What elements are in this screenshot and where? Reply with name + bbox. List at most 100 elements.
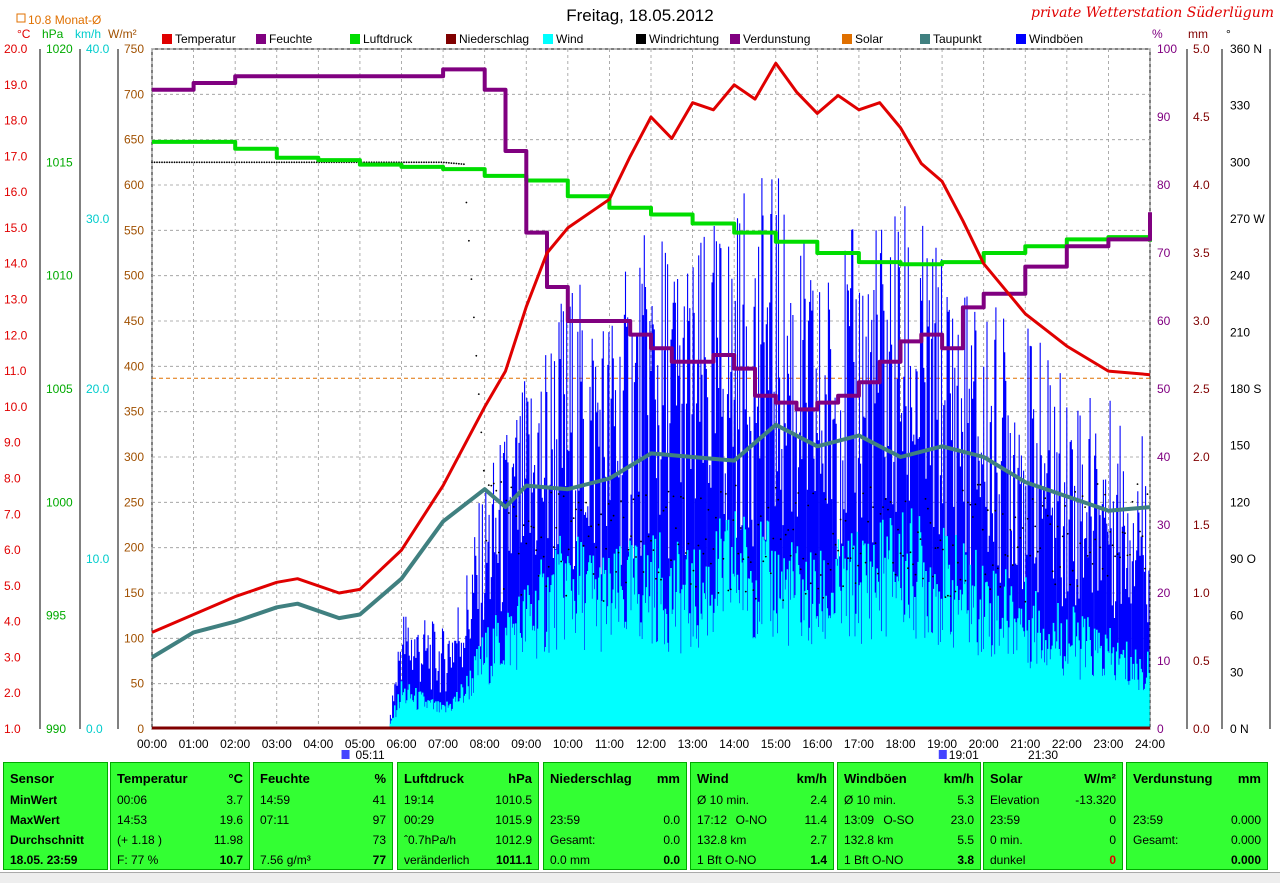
x-tick-label: 15:00 bbox=[761, 737, 791, 751]
winddirection-point bbox=[570, 520, 573, 523]
winddirection-point bbox=[772, 537, 775, 540]
winddirection-point bbox=[869, 486, 872, 489]
winddirection-point bbox=[255, 161, 258, 164]
winddirection-point bbox=[480, 431, 483, 434]
winddirection-point bbox=[280, 161, 283, 164]
winddirection-point bbox=[560, 560, 563, 563]
panel-row-value: 10.7 bbox=[219, 853, 243, 867]
panel-row: dunkel 0 bbox=[990, 853, 1116, 872]
winddirection-point bbox=[899, 552, 902, 555]
solar-axis-tick: 650 bbox=[124, 133, 144, 147]
winddirection-point bbox=[1019, 537, 1022, 539]
winddirection-point bbox=[1146, 493, 1149, 495]
panel-unit: km/h bbox=[796, 771, 827, 786]
series-temperatur bbox=[151, 61, 1151, 634]
panel-solar: Solar W/m² Elevation -13.320 23:59 0 0 min. 0 du… bbox=[983, 762, 1123, 870]
humidity-axis-tick: 50 bbox=[1157, 382, 1171, 396]
solar-axis-tick: 300 bbox=[124, 450, 144, 464]
winddirection-point bbox=[218, 161, 221, 164]
winddirection-point bbox=[1039, 547, 1042, 549]
winddirection-point bbox=[445, 161, 448, 164]
panel-row-label: 19:14 bbox=[404, 793, 435, 807]
winddirection-point bbox=[1094, 538, 1096, 541]
winddirection-point bbox=[877, 572, 879, 575]
x-tick-label: 21:00 bbox=[1010, 737, 1040, 751]
x-tick-label: 20:00 bbox=[969, 737, 999, 751]
panel-row-label: Ø 10 min. bbox=[844, 793, 897, 807]
winddirection-point bbox=[572, 517, 575, 519]
winddirection-point bbox=[482, 469, 485, 472]
winddirection-point bbox=[849, 557, 852, 560]
temp-axis-tick: 2.0 bbox=[4, 686, 21, 700]
panel-row-value: 77 bbox=[372, 853, 386, 867]
winddirection-point bbox=[1106, 574, 1109, 577]
winddirection-point bbox=[193, 161, 196, 164]
winddirection-point bbox=[460, 163, 463, 165]
winddirection-point bbox=[774, 486, 777, 489]
winddirection-point bbox=[213, 161, 216, 164]
temp-axis-tick: 3.0 bbox=[4, 650, 21, 664]
winddirection-point bbox=[208, 161, 211, 164]
solar-axis-tick: 350 bbox=[124, 405, 144, 419]
winddirection-point bbox=[485, 539, 488, 542]
panel-row-label: 13:09 bbox=[844, 813, 875, 827]
event-time: 19:01 bbox=[949, 748, 979, 760]
winddirection-point bbox=[221, 161, 223, 164]
winddirection-point bbox=[824, 498, 827, 501]
panel-row-label: MinWert bbox=[10, 793, 58, 807]
winddirection-point bbox=[702, 552, 705, 555]
winddirection-point bbox=[914, 573, 917, 576]
winddirection-point bbox=[892, 561, 894, 564]
winddirection-point bbox=[947, 594, 949, 597]
winddirection-point bbox=[804, 592, 807, 595]
winddirection-point bbox=[670, 559, 672, 562]
direction-axis-tick: 120 bbox=[1230, 495, 1250, 509]
winddirection-point bbox=[243, 161, 246, 164]
panel-unit: W/m² bbox=[1084, 771, 1116, 786]
winddirection-point bbox=[1016, 546, 1019, 549]
x-tick-label: 13:00 bbox=[678, 737, 708, 751]
winddirection-point bbox=[752, 589, 755, 591]
winddirection-point bbox=[235, 161, 238, 164]
winddirection-point bbox=[1031, 498, 1034, 500]
x-tick-label: 10:00 bbox=[553, 737, 583, 751]
winddirection-point bbox=[468, 239, 470, 242]
winddirection-point bbox=[1034, 525, 1037, 528]
x-tick-label: 03:00 bbox=[262, 737, 292, 751]
panel-row: Durchschnitt bbox=[10, 833, 101, 852]
winddirection-point bbox=[732, 519, 735, 521]
winddirection-point bbox=[191, 161, 193, 164]
wind-axis-tick: 40.0 bbox=[86, 42, 110, 56]
winddirection-point bbox=[260, 161, 263, 164]
panel-row-value: 23.0 bbox=[950, 813, 974, 827]
panel-row: 73 bbox=[260, 833, 386, 852]
winddirection-point bbox=[1076, 585, 1079, 587]
winddirection-point bbox=[475, 354, 478, 357]
panel-niederschlag: Niederschlag mm 23:59 0.0 Gesamt: 0.0 0.0 mm 0.… bbox=[543, 762, 687, 870]
pressure-axis-tick: 1005 bbox=[46, 382, 73, 396]
winddirection-point bbox=[1129, 553, 1131, 556]
panel-title: Verdunstung bbox=[1133, 771, 1213, 786]
winddirection-point bbox=[226, 161, 228, 164]
temp-unit: °C bbox=[17, 27, 31, 41]
winddirection-point bbox=[542, 555, 545, 558]
winddirection-point bbox=[477, 393, 480, 395]
winddirection-point bbox=[957, 561, 959, 564]
direction-axis-tick: 360 N bbox=[1230, 42, 1262, 56]
winddirection-point bbox=[722, 557, 725, 560]
winddirection-point bbox=[884, 498, 887, 500]
panel-header: Windböen km/h bbox=[844, 771, 974, 790]
x-tick-label: 09:00 bbox=[511, 737, 541, 751]
legend-swatch bbox=[636, 34, 646, 44]
direction-axis-tick: 300 bbox=[1230, 155, 1250, 169]
panel-row-label: 1 Bft O-NO bbox=[697, 853, 757, 867]
winddirection-point bbox=[525, 542, 528, 545]
panel-row-value: 11.4 bbox=[804, 813, 827, 827]
winddirection-point bbox=[897, 528, 899, 531]
panel-row: 23:59 0.000 bbox=[1133, 813, 1261, 832]
winddirection-point bbox=[156, 161, 158, 164]
panel-row-value: 0 bbox=[1109, 813, 1116, 827]
sunrise-marker bbox=[341, 750, 350, 759]
winddirection-point bbox=[894, 573, 897, 576]
winddirection-point bbox=[912, 563, 914, 566]
